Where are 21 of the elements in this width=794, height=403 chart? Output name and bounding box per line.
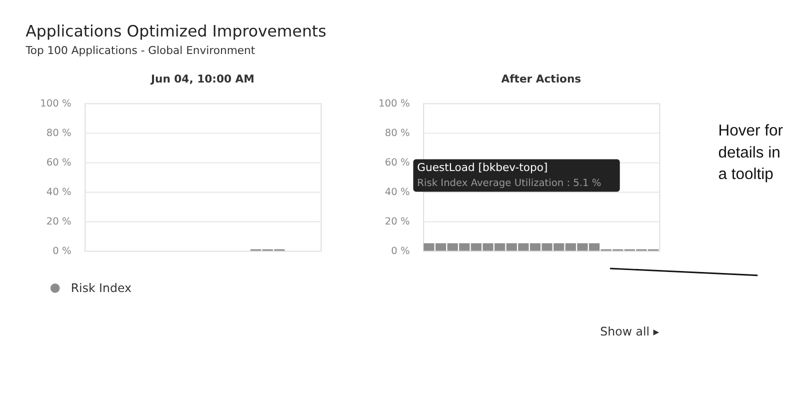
y-tick-label: 80 % <box>384 128 410 140</box>
chart-title: After Actions <box>501 72 582 86</box>
y-tick-label: 60 % <box>46 158 72 169</box>
text: Top 100 Applications - Global Environment <box>24 44 256 57</box>
y-tick-label: 0 % <box>391 246 410 258</box>
y-tick-label: 0 % <box>52 246 72 258</box>
y-tick-label: 40 % <box>46 187 72 198</box>
legend-label: Risk Index <box>70 281 132 296</box>
y-tick-label: 60 % <box>384 158 410 169</box>
text: Show all ▸ <box>600 324 660 338</box>
y-tick-label: 20 % <box>384 216 410 228</box>
y-tick-label: 100 % <box>378 98 410 110</box>
annotation: Risk Index Average Utilization : 5.1 % <box>417 178 602 189</box>
y-tick-label: 80 % <box>46 128 72 140</box>
text: Hover for details in a tooltip <box>718 122 783 183</box>
chart-title: Jun 04, 10:00 AM <box>150 72 254 86</box>
annotation: GuestLoad [bkbev-topo] <box>417 161 548 174</box>
y-tick-label: 40 % <box>384 187 410 198</box>
y-tick-label: 20 % <box>46 216 72 228</box>
y-tick-label: 100 % <box>40 98 72 110</box>
text: Applications Optimized Improvements <box>26 21 326 40</box>
